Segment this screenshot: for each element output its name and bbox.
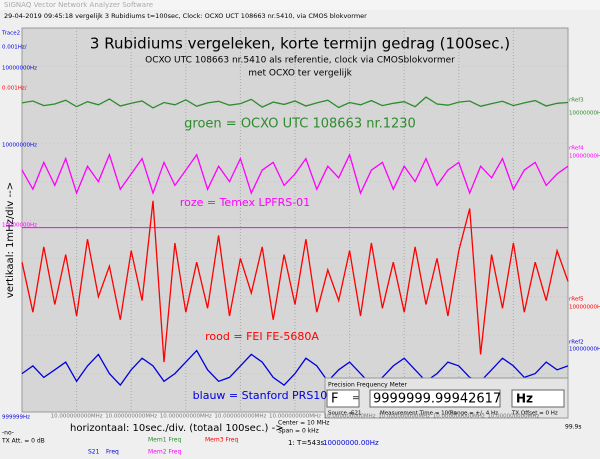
meter-range: Range = +/- 4 Hz (450, 411, 498, 417)
right-label: 10000000Hz (569, 111, 600, 117)
trace (21, 152, 569, 196)
meter-reading-box (369, 389, 501, 408)
left-label: 999999Hz (2, 415, 30, 421)
x-end: 99.9s (565, 424, 582, 431)
meter-time: Measurement Time = 100 s (380, 411, 456, 417)
x-axis-label: horizontaal: 10sec./div. (totaal 100sec.… (70, 423, 284, 434)
subtitle: met OCXO ter vergelijk (248, 69, 352, 79)
series-label: roze = Temex LPFRS-01 (180, 196, 310, 209)
x-tick-label: 10.000000000MHz (160, 414, 212, 420)
right-label: rRef5 (569, 297, 584, 303)
legend-entry: S21 (88, 449, 100, 456)
x-tick-label: 10.000000000MHz (105, 414, 157, 420)
right-label: rRef3 (569, 98, 584, 104)
meter-offset: TX Offset = 0 Hz (511, 411, 558, 417)
legend-entry: Mem3 Freq (205, 437, 238, 444)
x-tick-label: 10.000000000MHz (324, 414, 376, 420)
series-label: rood = FEI FE-5680A (205, 330, 319, 343)
marker-value: 10000000.00Hz (323, 439, 379, 447)
x-tick-label: 10.000000000MHz (433, 414, 485, 420)
subtitle: OCXO UTC 108663 nr.5410 als referentie, … (145, 56, 455, 66)
meter-symbol: F (331, 392, 338, 407)
meter-eq: = (352, 394, 360, 404)
left-label: 0.001Hz/ (2, 45, 27, 51)
x-tick-label: 10.000000000MHz (51, 414, 103, 420)
left-label: Trace2 (1, 31, 20, 37)
legend-entry: Freq (106, 449, 119, 456)
left-label: 10000000Hz (2, 143, 37, 149)
att: TX Att. = 0 dB (1, 438, 45, 445)
meter-title: Precision Frequency Meter (328, 382, 407, 389)
right-label: rRef4 (569, 146, 584, 152)
right-label: 10000000Hz (569, 305, 600, 311)
right-label: 10000000Hz (569, 347, 600, 353)
left-label: 10000000Hz (2, 66, 37, 72)
meter-unit: Hz (516, 392, 533, 406)
y-axis-label: vertikaal: 1mHz/div --> (5, 182, 16, 298)
chart-title: 3 Rubidiums vergeleken, korte termijn ge… (90, 35, 510, 53)
series-label: blauw = Stanford PRS10 (193, 389, 328, 402)
right-label: rRef2 (569, 340, 584, 346)
left-label: 0.001Hz/ (2, 86, 27, 92)
meter-reading: 9999999.99942617 (373, 392, 501, 407)
marker: 1: T=543s (288, 439, 325, 447)
title-bar (0, 0, 600, 10)
trace (21, 96, 569, 109)
right-label: 10000000Hz (569, 154, 600, 160)
meter-unit-box[interactable] (511, 389, 565, 408)
center: Center = 10 MHz (278, 420, 329, 427)
info-line: 29-04-2019 09:45:18 vergelijk 3 Rubidium… (4, 12, 367, 20)
meter-symbol-box (326, 389, 360, 408)
x-tick-label: 10.000000000MHz (378, 414, 430, 420)
meter-source-value[interactable]: S21 (351, 411, 362, 417)
trace (21, 200, 569, 363)
x-tick-label: 10.000000000MHz (269, 414, 321, 420)
legend-entry: Mem2 Freq (148, 449, 181, 456)
app-title: SIGNAQ Vector Network Analyzer Software (4, 1, 153, 9)
att-top: -no- (2, 430, 14, 437)
legend-entry: Mem1 Freq (148, 437, 181, 444)
meter-source: Source = (328, 411, 354, 417)
span: Span = 0 kHz (278, 428, 319, 435)
x-tick-label: 10.000000000MHz (487, 414, 539, 420)
series-label: groen = OCXO UTC 108663 nr.1230 (184, 117, 416, 132)
left-label: 10000000Hz (2, 223, 37, 229)
x-tick-label: 10.000000000MHz (214, 414, 266, 420)
